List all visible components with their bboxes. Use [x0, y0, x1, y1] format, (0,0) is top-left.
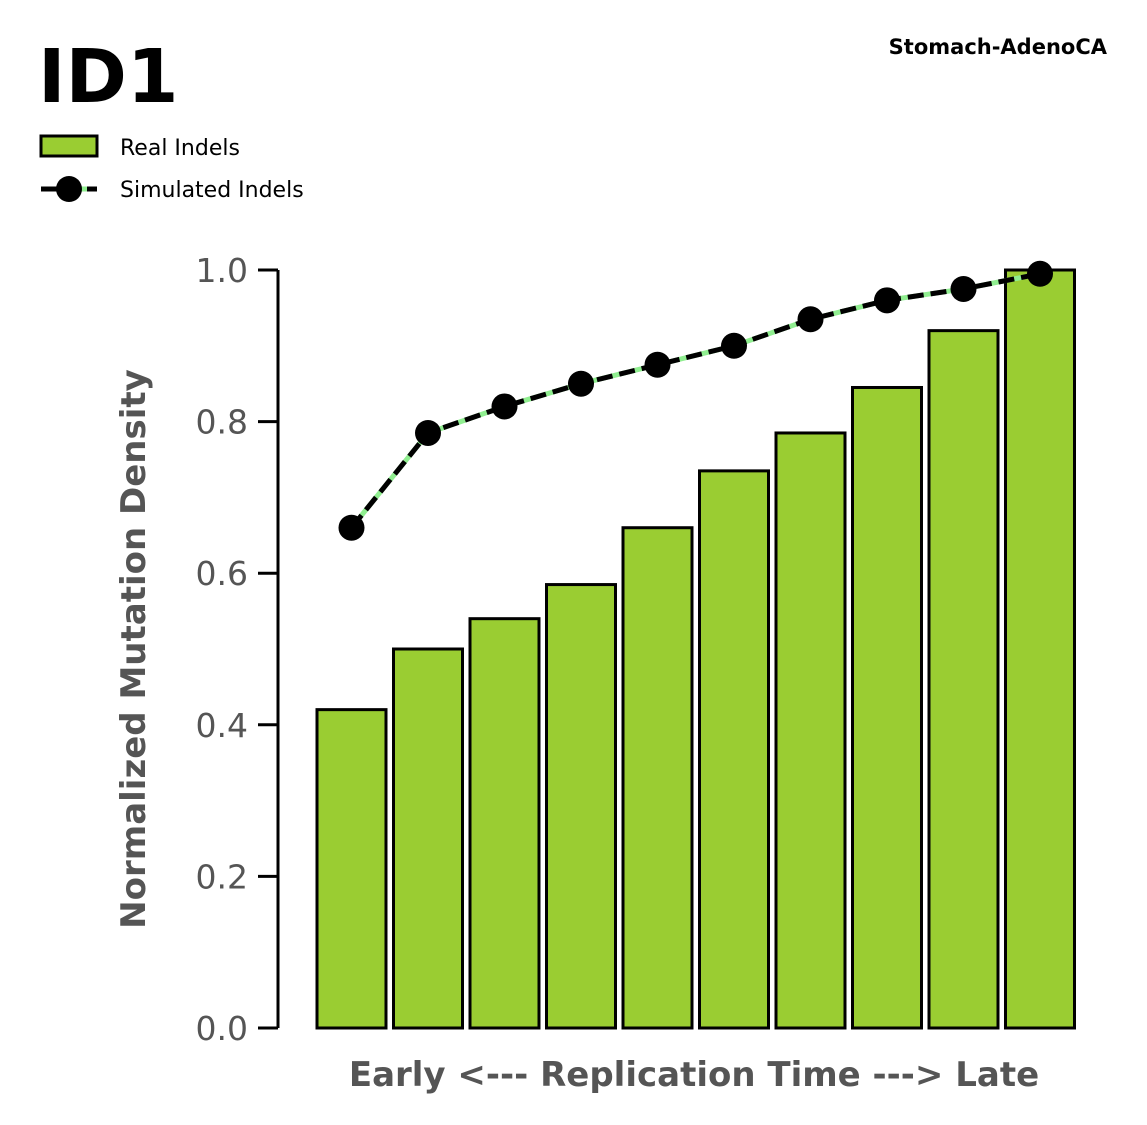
bar [851, 385, 923, 1030]
bar [621, 526, 694, 1030]
bar-series-real-indels [315, 268, 1076, 1030]
bar [392, 647, 464, 1030]
chart-title: ID1 [38, 34, 178, 120]
legend: Real Indels Simulated Indels [39, 134, 304, 203]
chart-subtitle: Stomach-AdenoCA [889, 35, 1108, 59]
y-tick-label: 0.4 [196, 706, 248, 745]
simulated-point [644, 351, 671, 378]
bar [315, 708, 388, 1030]
y-axis: 0.0 0.2 0.4 0.6 0.8 1.0 [196, 251, 280, 1048]
bar [468, 617, 541, 1030]
legend-swatch-simulated-indels [41, 176, 97, 202]
line-series-simulated-indels [338, 260, 1053, 541]
simulated-point [415, 419, 441, 446]
bar [698, 469, 770, 1030]
bar [774, 431, 847, 1030]
y-tick-label: 0.2 [196, 857, 248, 896]
legend-swatch-real-indels [39, 134, 99, 158]
simulated-point [491, 393, 518, 420]
y-tick-label: 1.0 [196, 251, 248, 290]
x-axis-label: Early <--- Replication Time ---> Late [349, 1055, 1039, 1095]
simulated-line [349, 271, 1041, 530]
simulated-point [1027, 260, 1053, 287]
bar [927, 329, 1000, 1030]
y-tick-label: 0.0 [196, 1009, 248, 1048]
simulated-point [950, 275, 977, 302]
y-tick-label: 0.8 [196, 403, 248, 442]
simulated-point [338, 514, 365, 541]
legend-label-real-indels: Real Indels [120, 136, 240, 161]
y-axis-label: Normalized Mutation Density [114, 369, 154, 929]
bar [545, 583, 617, 1030]
simulated-point [874, 287, 900, 314]
simulated-point [721, 332, 747, 359]
simulated-point [797, 306, 824, 333]
y-tick-label: 0.6 [196, 554, 248, 593]
legend-label-simulated-indels: Simulated Indels [120, 178, 304, 203]
simulated-point [568, 370, 594, 397]
bar [1004, 268, 1076, 1030]
